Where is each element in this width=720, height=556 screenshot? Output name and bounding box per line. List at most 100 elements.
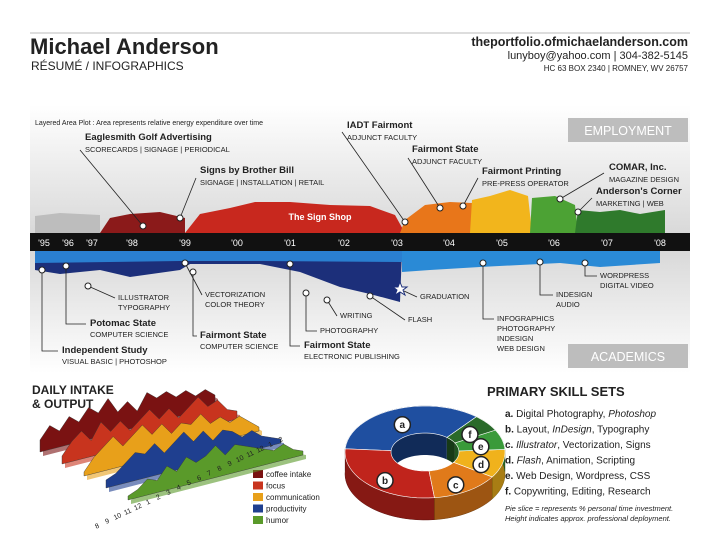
callout-line (41, 270, 58, 352)
slice-side (446, 437, 455, 465)
hour-label: 1 (268, 441, 275, 449)
time-bar (30, 233, 690, 251)
academic-detail: VECTORIZATION (205, 290, 265, 299)
callout-line (462, 177, 479, 207)
subtitle: RÉSUMÉ / INFOGRAPHICS (31, 58, 184, 73)
callout-line (539, 262, 553, 296)
website: theportfolio.ofmichaelanderson.com (471, 35, 688, 49)
slice-badge (472, 437, 490, 456)
year-label: '98 (126, 238, 138, 248)
slice-letter: f (468, 430, 472, 441)
hour-label: 6 (196, 475, 203, 483)
academic-detail: WRITING (340, 311, 373, 320)
callout-dot (574, 208, 582, 216)
hour-label: 11 (123, 507, 133, 516)
section-title: PRIMARY SKILL SETS (487, 384, 625, 399)
hour-label: 12 (256, 445, 266, 455)
hour-label: 11 (246, 450, 256, 459)
legend-swatch (253, 470, 263, 478)
skill-text: Layout, (517, 425, 553, 436)
academic-detail: COLOR THEORY (205, 300, 265, 309)
job-detail: ADJUNCT FACULTY (412, 157, 482, 166)
callout-dot (401, 218, 409, 226)
job-detail: SIGNAGE | INSTALLATION | RETAIL (200, 178, 324, 187)
graduation-star (391, 280, 409, 297)
callout-line (192, 272, 197, 337)
callout-line (403, 290, 418, 298)
job-title: COMAR, Inc. (609, 162, 667, 173)
academic-detail: PHOTOGRAPHY (497, 324, 555, 333)
hour-label: 12 (133, 503, 143, 513)
hour-label: 10 (113, 512, 123, 522)
academic-detail: ILLUSTRATOR (118, 293, 170, 302)
academic-detail: INDESIGN (556, 290, 592, 299)
skill-text: , Animation, Scripting (541, 456, 635, 467)
academic-detail: ELECTRONIC PUBLISHING (304, 352, 400, 361)
slice-letter: a (400, 420, 406, 431)
skill-item: e. Web Design, Wordpress, CSS (505, 471, 651, 482)
ridge (105, 429, 282, 489)
hour-label: 1 (145, 499, 152, 507)
callout-line (179, 177, 197, 219)
job-detail: PRE-PRESS OPERATOR (482, 179, 569, 188)
skill-text: Photoshop (608, 409, 656, 420)
hour-label: 10 (235, 455, 245, 465)
area (470, 190, 532, 233)
section-title: DAILY INTAKE (32, 383, 114, 397)
legend-swatch (253, 481, 263, 490)
callout-dot (38, 266, 46, 274)
callout-dot (459, 202, 467, 210)
skill-letter: d. (505, 456, 514, 467)
legend-label: humor (266, 516, 289, 525)
area (185, 202, 405, 233)
employment-label: EMPLOYMENT (584, 124, 672, 138)
callout-line (87, 285, 116, 299)
academic-detail: AUDIO (556, 300, 580, 309)
slice-badge (472, 455, 490, 474)
callout-line (584, 263, 597, 277)
academic-detail: GRADUATION (420, 292, 469, 301)
area (35, 213, 100, 233)
skill-letter: c. (505, 440, 514, 451)
job-title: Fairmont Printing (482, 166, 561, 177)
area (530, 196, 578, 233)
ridge (127, 443, 304, 501)
callout-line (79, 149, 144, 227)
job-title: IADT Fairmont (347, 120, 413, 131)
year-label: '04 (443, 238, 455, 248)
hour-label: 7 (206, 470, 213, 478)
hour-label: 8 (217, 465, 224, 473)
area (402, 251, 660, 272)
academic-detail: WEB DESIGN (497, 344, 545, 353)
hour-label: 8 (94, 523, 101, 531)
contact: lunyboy@yahoo.com | 304-382-5145 (508, 50, 688, 62)
job-title: Anderson's Corner (596, 186, 682, 197)
skill-text: InDesign (552, 425, 592, 436)
year-label: '02 (338, 238, 350, 248)
skill-note: Height indicates approx. professional de… (505, 514, 671, 523)
slice-letter: b (382, 476, 388, 487)
callout-line (341, 131, 406, 223)
callout-dot (176, 214, 184, 222)
academic-areas (35, 251, 660, 302)
area (35, 251, 402, 302)
school-title: Independent Study (62, 345, 148, 356)
sign-shop-label: The Sign Shop (289, 212, 352, 222)
callout-dot (181, 259, 189, 267)
slice-side (391, 433, 447, 473)
callout-dot (436, 204, 444, 212)
job-detail: ADJUNCT FACULTY (347, 133, 417, 142)
academic-detail: COMPUTER SCIENCE (200, 342, 278, 351)
callout-line (65, 266, 86, 325)
year-label: '01 (284, 238, 296, 248)
year-label: '07 (601, 238, 613, 248)
callout-dot (366, 292, 374, 300)
callout-line (559, 172, 605, 200)
year-label: '06 (548, 238, 560, 248)
skill-item: c. Illustrator, Vectorization, Signs (505, 440, 651, 451)
employment-areas (35, 190, 665, 233)
callout-dot (189, 268, 197, 276)
job-detail: MAGAZINE DESIGN (609, 175, 679, 184)
academic-detail: DIGITAL VIDEO (600, 281, 654, 290)
